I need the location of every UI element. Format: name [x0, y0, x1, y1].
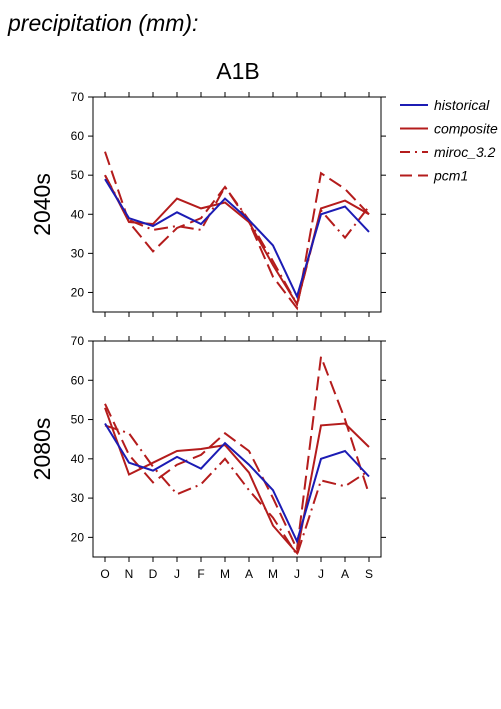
series-line-historical	[104, 178, 370, 300]
series-line-miroc_3.2	[104, 174, 370, 307]
scenario-title: A1B	[216, 58, 259, 84]
chart-panels: 20 30 40 50 60 70 2040s 20 30 40 50 60 70 O N D J F M A M J J A…	[29, 90, 386, 581]
series-line-historical	[104, 422, 370, 545]
y-tick-label: 70	[71, 334, 85, 348]
y-tick-label: 30	[71, 246, 85, 260]
series-line-miroc_3.2	[104, 424, 370, 558]
y-axis-label: 2080s	[29, 418, 55, 481]
page-title: precipitation (mm):	[7, 10, 198, 36]
y-axis-label: 2040s	[29, 173, 55, 236]
x-tick-label: J	[318, 567, 324, 581]
legend-label: composite	[434, 121, 498, 137]
legend: historical composite miroc_3.2 pcm1	[400, 97, 498, 184]
y-tick-label: 50	[71, 413, 85, 427]
x-tick-label: M	[268, 567, 278, 581]
y-tick-label: 60	[71, 373, 85, 387]
plot-frame	[92, 96, 382, 313]
y-tick-label: 40	[71, 207, 85, 221]
x-tick-label: N	[125, 567, 134, 581]
chart-panel-2040s: 20 30 40 50 60 70 2040s	[29, 90, 386, 317]
plot-frame	[92, 340, 382, 558]
x-tick-label: J	[294, 567, 300, 581]
legend-label: pcm1	[433, 168, 468, 184]
y-tick-label: 70	[71, 90, 85, 104]
chart-panel-2080s: 20 30 40 50 60 70 O N D J F M A M J J A S 2080s	[29, 334, 386, 581]
y-tick-label: 20	[71, 285, 85, 299]
series-line-composite	[104, 407, 370, 556]
y-tick-label: 20	[71, 530, 85, 544]
y-tick-label: 50	[71, 168, 85, 182]
legend-label: miroc_3.2	[434, 144, 496, 160]
x-tick-label: D	[149, 567, 158, 581]
series-line-pcm1	[104, 151, 370, 311]
x-tick-label: A	[341, 567, 349, 581]
x-tick-label: M	[220, 567, 230, 581]
series-line-composite	[104, 174, 370, 307]
x-tick-label: S	[365, 567, 373, 581]
y-tick-label: 60	[71, 129, 85, 143]
x-tick-label: A	[245, 567, 253, 581]
x-tick-label: J	[174, 567, 180, 581]
legend-label: historical	[434, 97, 490, 113]
x-tick-label: O	[100, 567, 109, 581]
y-tick-label: 30	[71, 491, 85, 505]
x-tick-label: F	[197, 567, 204, 581]
series-line-pcm1	[104, 356, 370, 553]
y-tick-label: 40	[71, 452, 85, 466]
